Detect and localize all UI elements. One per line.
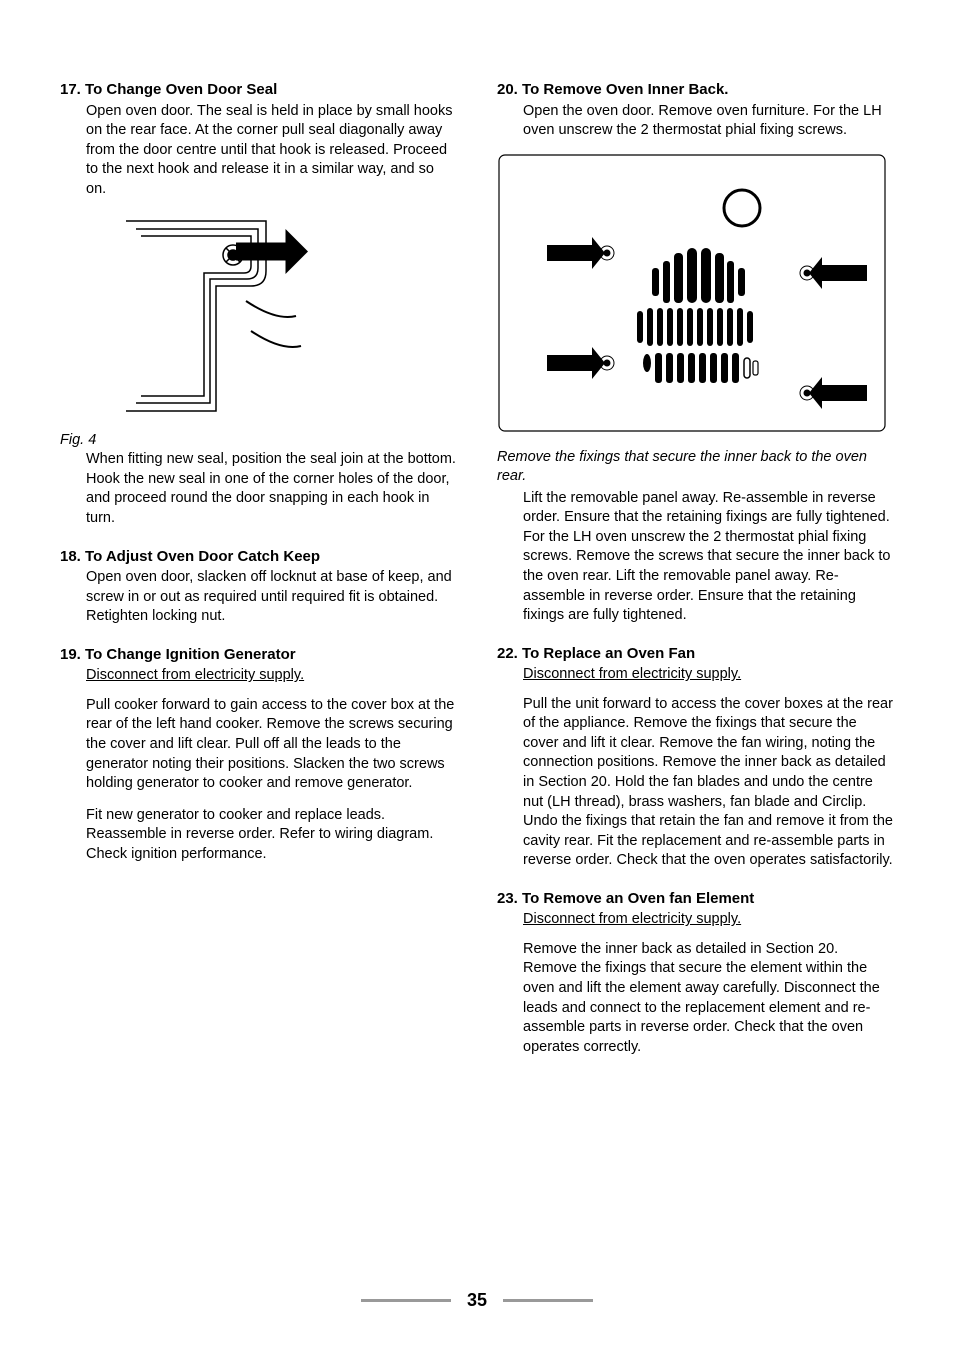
heading-22: 22. To Replace an Oven Fan bbox=[497, 644, 894, 664]
page-number: 35 bbox=[467, 1290, 487, 1311]
text-17-p2: When fitting new seal, position the seal… bbox=[60, 450, 457, 528]
figure-inner-back-caption: Remove the fixings that secure the inner… bbox=[497, 448, 894, 487]
text-20-p2: Lift the removable panel away. Re-assemb… bbox=[497, 489, 894, 626]
text-23-p1: Remove the inner back as detailed in Sec… bbox=[497, 940, 894, 1057]
right-column: 20. To Remove Oven Inner Back. Open the … bbox=[497, 80, 894, 1075]
page-footer: 35 bbox=[0, 1290, 954, 1311]
section-23: 23. To Remove an Oven fan Element Discon… bbox=[497, 889, 894, 1057]
text-19-p2: Fit new generator to cooker and replace … bbox=[60, 806, 457, 865]
section-18: 18. To Adjust Oven Door Catch Keep Open … bbox=[60, 547, 457, 627]
section-22: 22. To Replace an Oven Fan Disconnect fr… bbox=[497, 644, 894, 871]
heading-17: 17. To Change Oven Door Seal bbox=[60, 80, 457, 100]
section-20: 20. To Remove Oven Inner Back. Open the … bbox=[497, 80, 894, 626]
text-23-sub: Disconnect from electricity supply. bbox=[497, 910, 894, 930]
footer-rule-left bbox=[361, 1299, 451, 1302]
heading-20: 20. To Remove Oven Inner Back. bbox=[497, 80, 894, 100]
figure-4 bbox=[86, 211, 457, 426]
heading-19: 19. To Change Ignition Generator bbox=[60, 645, 457, 665]
section-17: 17. To Change Oven Door Seal Open oven d… bbox=[60, 80, 457, 529]
heading-23: 23. To Remove an Oven fan Element bbox=[497, 889, 894, 909]
section-19: 19. To Change Ignition Generator Disconn… bbox=[60, 645, 457, 865]
page-columns: 17. To Change Oven Door Seal Open oven d… bbox=[60, 80, 894, 1075]
text-18-p1: Open oven door, slacken off locknut at b… bbox=[60, 568, 457, 627]
figure-4-caption: Fig. 4 bbox=[60, 432, 457, 448]
text-17-p1: Open oven door. The seal is held in plac… bbox=[60, 102, 457, 200]
text-22-sub: Disconnect from electricity supply. bbox=[497, 665, 894, 685]
text-22-p1: Pull the unit forward to access the cove… bbox=[497, 695, 894, 871]
heading-18: 18. To Adjust Oven Door Catch Keep bbox=[60, 547, 457, 567]
text-19-p1: Pull cooker forward to gain access to th… bbox=[60, 696, 457, 794]
footer-rule-right bbox=[503, 1299, 593, 1302]
text-19-sub: Disconnect from electricity supply. bbox=[60, 666, 457, 686]
left-column: 17. To Change Oven Door Seal Open oven d… bbox=[60, 80, 457, 1075]
figure-inner-back bbox=[497, 153, 894, 438]
text-20-p1: Open the oven door. Remove oven furnitur… bbox=[497, 102, 894, 141]
